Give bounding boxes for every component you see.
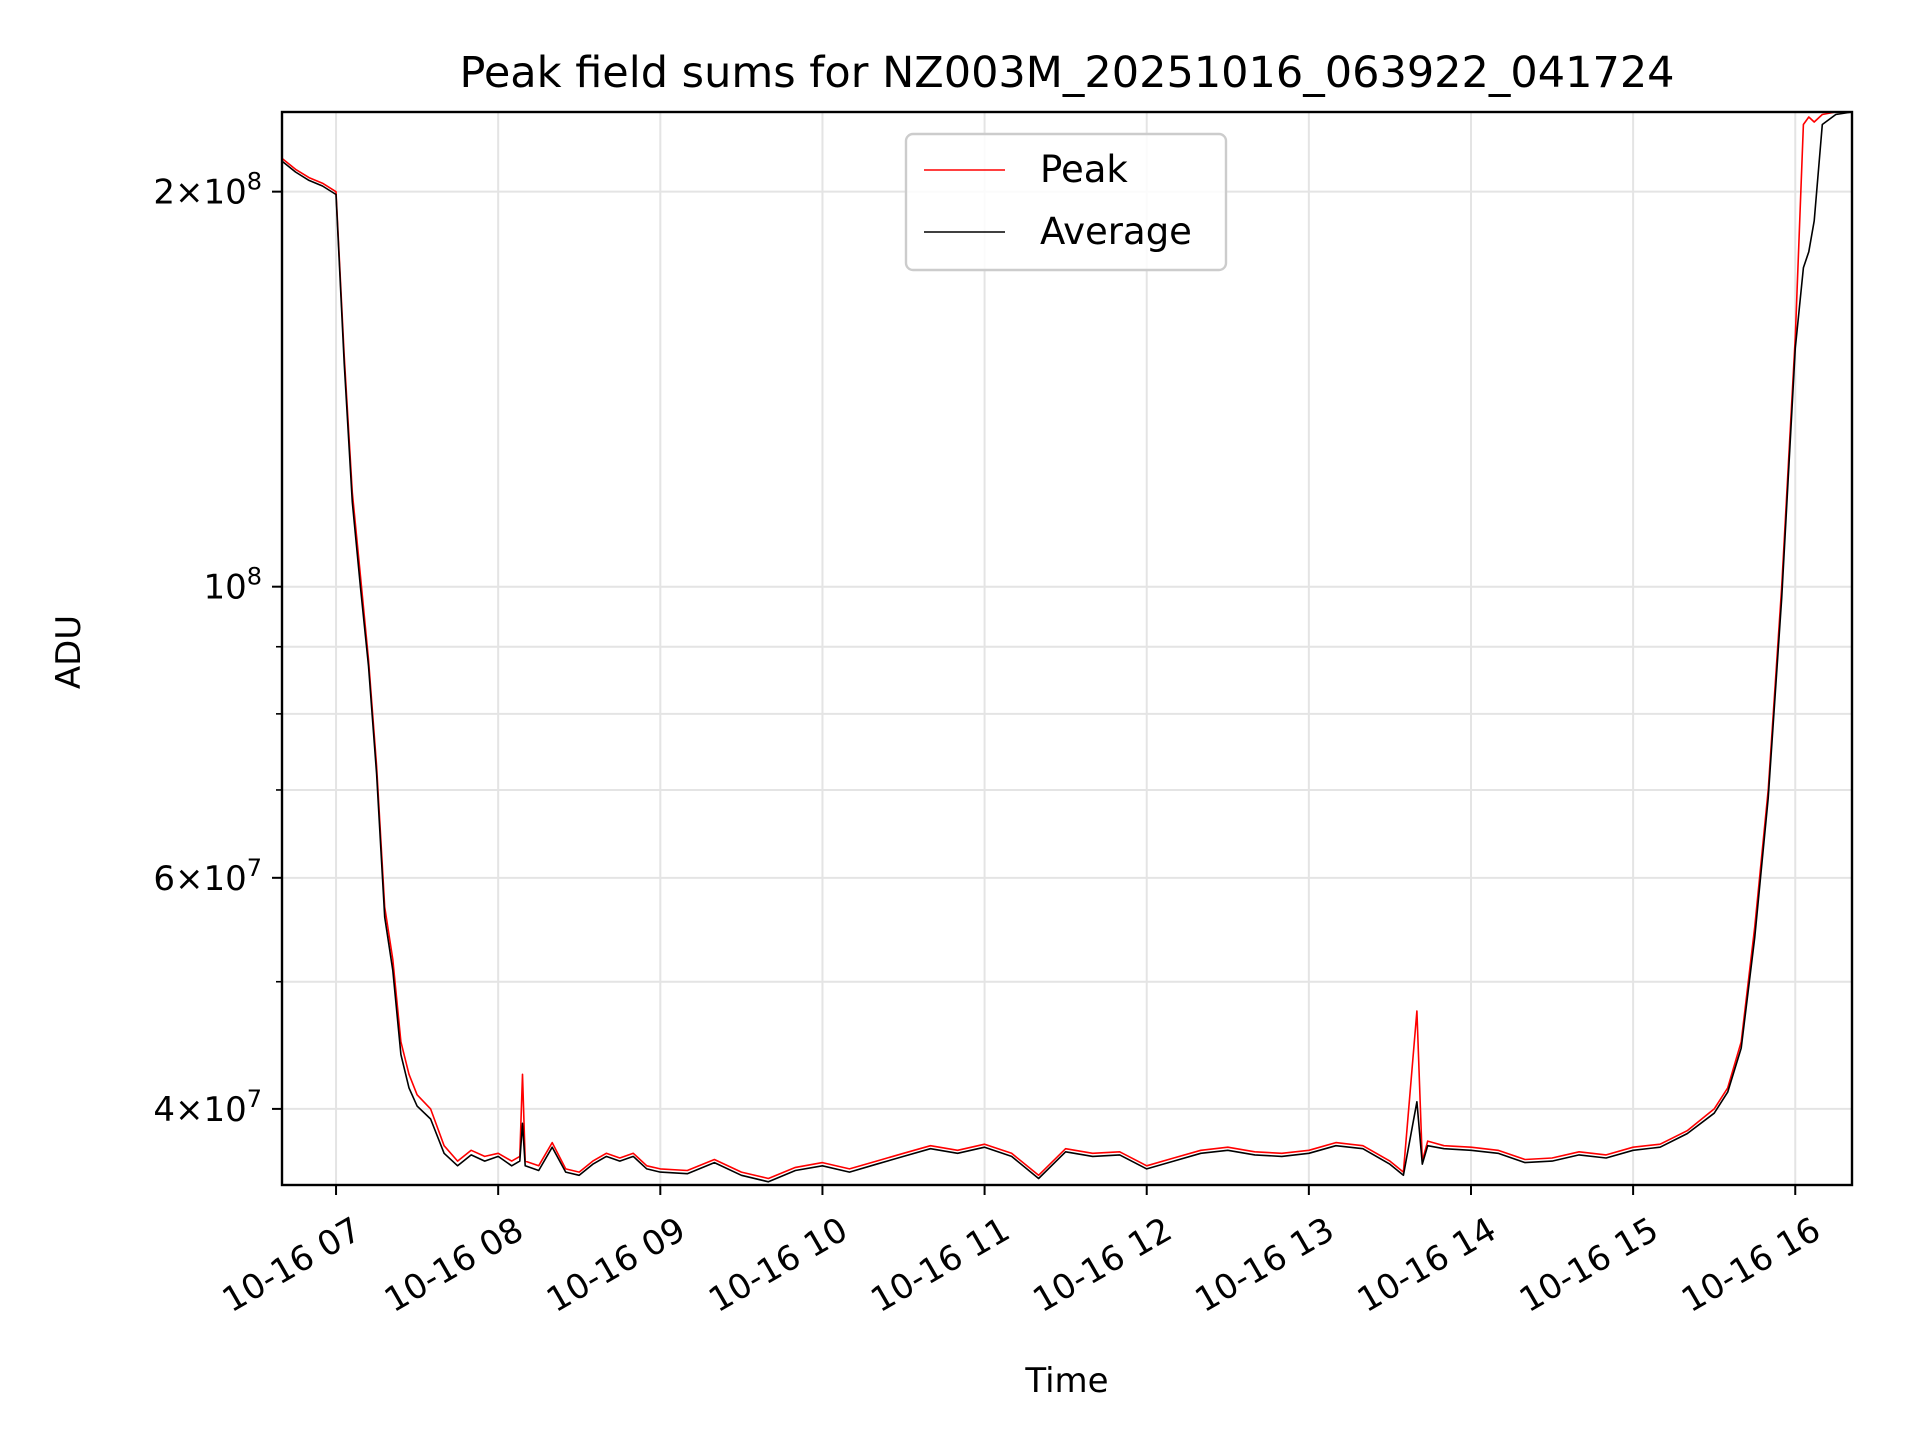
legend-label-peak: Peak [1040, 148, 1128, 191]
y-tick-label: 6×107 [153, 854, 262, 899]
legend: Peak Average [904, 132, 1228, 272]
y-tick-label: 4×107 [153, 1085, 262, 1130]
legend-label-average: Average [1040, 210, 1192, 253]
legend-box [904, 132, 1228, 272]
series-line-peak [281, 111, 1852, 1180]
y-tick-label: 2×108 [153, 168, 262, 213]
plot-frame [280, 110, 1854, 1187]
y-axis-label: ADU [49, 615, 89, 689]
series-layer [281, 111, 1853, 1183]
y-tick-label: 108 [203, 563, 262, 608]
chart-title: Peak field sums for NZ003M_20251016_0639… [459, 48, 1674, 98]
x-axis-label: Time [1024, 1361, 1108, 1401]
series-line-average [281, 111, 1853, 1183]
